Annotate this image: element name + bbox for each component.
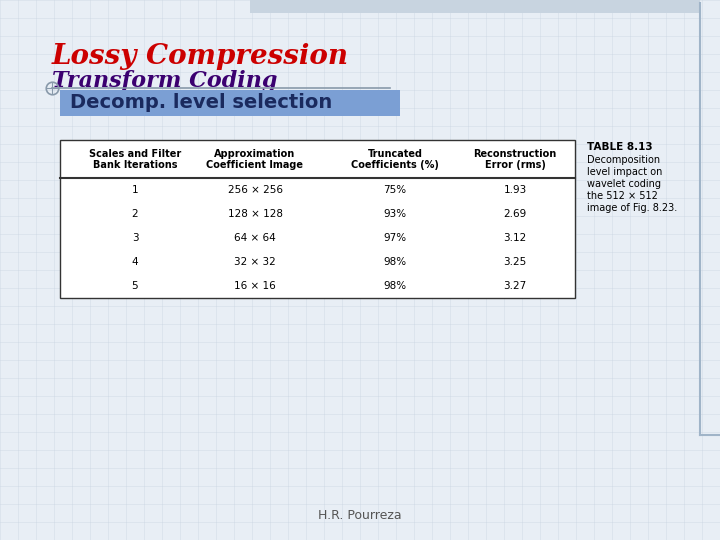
Text: Truncated: Truncated [367, 149, 423, 159]
Text: 64 × 64: 64 × 64 [234, 233, 276, 243]
Text: 3.27: 3.27 [503, 281, 526, 291]
Text: 98%: 98% [384, 281, 407, 291]
Text: Coefficients (%): Coefficients (%) [351, 160, 439, 170]
Text: wavelet coding: wavelet coding [587, 179, 661, 189]
Text: 2: 2 [132, 209, 138, 219]
Text: image of Fig. 8.23.: image of Fig. 8.23. [587, 203, 678, 213]
Text: 256 × 256: 256 × 256 [228, 185, 282, 195]
Text: 2.69: 2.69 [503, 209, 526, 219]
Text: Decomp. level selection: Decomp. level selection [70, 93, 332, 112]
Text: 97%: 97% [384, 233, 407, 243]
Text: Bank Iterations: Bank Iterations [93, 160, 177, 170]
Text: H.R. Pourreza: H.R. Pourreza [318, 509, 402, 522]
Text: 3.12: 3.12 [503, 233, 526, 243]
Text: 93%: 93% [384, 209, 407, 219]
Text: Error (rms): Error (rms) [485, 160, 546, 170]
Text: Decomposition: Decomposition [587, 155, 660, 165]
Text: 16 × 16: 16 × 16 [234, 281, 276, 291]
Text: Approximation: Approximation [215, 149, 296, 159]
Text: TABLE 8.13: TABLE 8.13 [587, 142, 652, 152]
Text: level impact on: level impact on [587, 167, 662, 177]
Text: 4: 4 [132, 257, 138, 267]
Text: 75%: 75% [384, 185, 407, 195]
Text: 3.25: 3.25 [503, 257, 526, 267]
Text: 1: 1 [132, 185, 138, 195]
Text: 128 × 128: 128 × 128 [228, 209, 282, 219]
Text: 3: 3 [132, 233, 138, 243]
Text: Lossy Compression: Lossy Compression [52, 43, 349, 70]
FancyBboxPatch shape [60, 90, 400, 116]
Bar [60, 140, 575, 298]
Text: 5: 5 [132, 281, 138, 291]
Text: 98%: 98% [384, 257, 407, 267]
Text: the 512 × 512: the 512 × 512 [587, 191, 658, 201]
Text: 1.93: 1.93 [503, 185, 526, 195]
Text: 32 × 32: 32 × 32 [234, 257, 276, 267]
Text: Reconstruction: Reconstruction [473, 149, 557, 159]
Text: Scales and Filter: Scales and Filter [89, 149, 181, 159]
Text: Transform Coding: Transform Coding [52, 70, 277, 92]
FancyBboxPatch shape [250, 0, 700, 13]
Text: Coefficient Image: Coefficient Image [207, 160, 304, 170]
